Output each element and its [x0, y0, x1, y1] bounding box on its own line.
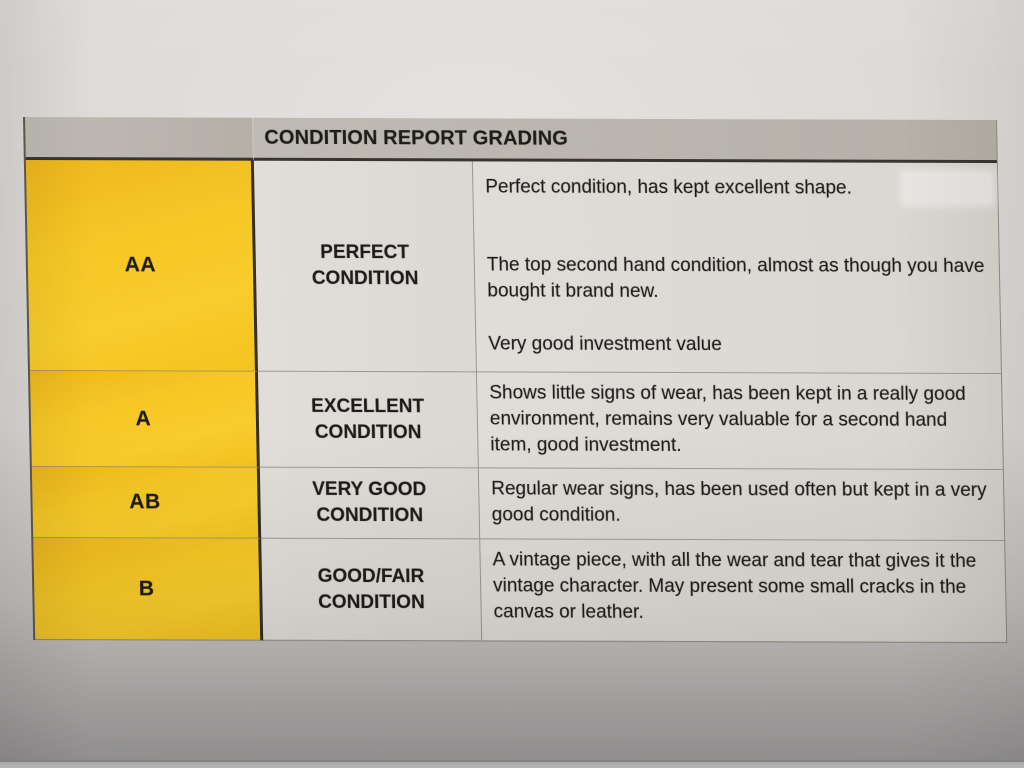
whiteout-patch [903, 172, 992, 204]
grade-label: VERY GOOD CONDITION [312, 478, 427, 527]
grade-code-cell: A [29, 371, 260, 468]
grade-description-cell: Perfect condition, has kept excellent sh… [472, 161, 1001, 375]
grade-code: AA [124, 253, 157, 277]
description-paragraph: The top second hand condition, almost as… [486, 254, 985, 302]
grade-label-cell: PERFECT CONDITION [253, 160, 477, 373]
grade-code: B [138, 576, 155, 600]
grade-code-cell: AA [25, 160, 258, 372]
grade-code: AB [129, 490, 162, 514]
condition-report-table: CONDITION REPORT GRADING AA PERFECT COND… [23, 117, 1008, 644]
grade-label: GOOD/FAIR CONDITION [317, 565, 425, 613]
grade-label-cell: EXCELLENT CONDITION [257, 371, 479, 469]
grade-code-cell: AB [31, 467, 262, 539]
grade-description-cell: A vintage piece, with all the wear and t… [480, 539, 1007, 644]
grade-code: A [135, 406, 152, 430]
grade-label-cell: GOOD/FAIR CONDITION [261, 538, 483, 642]
grade-label: EXCELLENT CONDITION [310, 395, 425, 443]
page-title: CONDITION REPORT GRADING [264, 126, 569, 150]
description-paragraph: A vintage piece, with all the wear and t… [492, 549, 977, 623]
paper-bottom-edge [0, 760, 1024, 768]
grade-code-cell: B [33, 538, 264, 641]
description-paragraph: Regular wear signs, has been used often … [491, 478, 987, 526]
description-paragraph: Shows little signs of wear, has been kep… [489, 382, 966, 457]
grade-description-cell: Regular wear signs, has been used often … [478, 468, 1005, 542]
grade-label: PERFECT CONDITION [311, 241, 419, 290]
description-paragraph: Very good investment value [488, 333, 723, 356]
table-header: CONDITION REPORT GRADING [252, 117, 997, 164]
grade-label-cell: VERY GOOD CONDITION [259, 467, 481, 540]
header-empty-cell [24, 117, 254, 161]
grade-description-cell: Shows little signs of wear, has been kep… [476, 372, 1003, 471]
